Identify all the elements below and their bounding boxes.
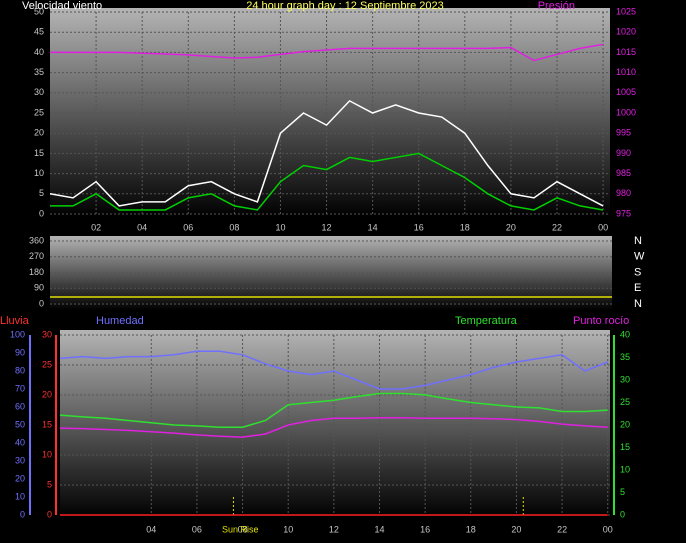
tick-label: 995 — [616, 128, 631, 138]
x-tick-label: 04 — [146, 524, 156, 534]
tick-label: 30 — [620, 374, 630, 384]
series-line — [59, 350, 608, 390]
tick-label: 1005 — [616, 87, 636, 97]
axis-title: Punto rocío — [573, 315, 629, 327]
tick-label: 25 — [42, 359, 52, 369]
x-tick-label: 08 — [238, 524, 248, 534]
x-tick-label: 18 — [466, 524, 476, 534]
tick-label: 10 — [34, 168, 44, 178]
tick-label: 35 — [620, 352, 630, 362]
tick-label: 70 — [15, 383, 25, 393]
series-line — [59, 417, 608, 438]
tick-label: 20 — [15, 473, 25, 483]
tick-label: N — [634, 235, 642, 247]
tick-label: 985 — [616, 168, 631, 178]
series-line — [50, 152, 604, 211]
tick-label: N — [634, 298, 642, 310]
tick-label: 990 — [616, 148, 631, 158]
x-tick-label: 02 — [91, 222, 101, 232]
tick-label: 360 — [29, 235, 44, 245]
x-tick-label: 12 — [329, 524, 339, 534]
tick-label: 45 — [34, 27, 44, 37]
tick-label: 10 — [42, 449, 52, 459]
tick-label: 0 — [39, 298, 44, 308]
tick-label: 1010 — [616, 67, 636, 77]
tick-label: E — [634, 282, 641, 294]
tick-label: 90 — [34, 283, 44, 293]
tick-label: 20 — [34, 128, 44, 138]
tick-label: 50 — [15, 419, 25, 429]
tick-label: W — [634, 251, 645, 263]
x-tick-label: 18 — [460, 222, 470, 232]
x-tick-label: 22 — [557, 524, 567, 534]
x-tick-label: 22 — [552, 222, 562, 232]
tick-label: 100 — [10, 329, 25, 339]
tick-label: 1015 — [616, 47, 636, 57]
annotation: Sun Rise — [222, 524, 259, 534]
tick-label: 35 — [34, 67, 44, 77]
x-tick-label: 16 — [420, 524, 430, 534]
tick-label: 60 — [15, 401, 25, 411]
tick-label: 180 — [29, 267, 44, 277]
tick-label: 80 — [15, 365, 25, 375]
tick-label: 30 — [34, 87, 44, 97]
tick-label: 270 — [29, 251, 44, 261]
tick-label: 0 — [620, 509, 625, 519]
x-tick-label: 20 — [506, 222, 516, 232]
axis-title: Humedad — [96, 315, 144, 327]
axis-title: Temperatura — [455, 315, 518, 327]
tick-label: 980 — [616, 188, 631, 198]
plot-background — [60, 330, 610, 518]
tick-label: 90 — [15, 347, 25, 357]
series-line — [59, 392, 608, 428]
x-tick-label: 10 — [275, 222, 285, 232]
tick-label: 975 — [616, 208, 631, 218]
tick-label: 20 — [620, 419, 630, 429]
tick-label: 40 — [15, 437, 25, 447]
x-tick-label: 20 — [511, 524, 521, 534]
tick-label: 10 — [15, 491, 25, 501]
tick-label: 1025 — [616, 6, 636, 16]
tick-label: 1000 — [616, 107, 636, 117]
tick-label: 0 — [39, 208, 44, 218]
series-line — [50, 43, 604, 62]
x-tick-label: 06 — [192, 524, 202, 534]
tick-label: 5 — [620, 487, 625, 497]
x-tick-label: 06 — [183, 222, 193, 232]
tick-label: 50 — [34, 6, 44, 16]
series-line — [49, 99, 604, 207]
tick-label: S — [634, 266, 641, 278]
x-tick-label: 10 — [283, 524, 293, 534]
x-tick-label: 14 — [368, 222, 378, 232]
tick-label: 40 — [34, 47, 44, 57]
tick-label: 15 — [42, 419, 52, 429]
axis-title: Velocidad viento — [22, 0, 102, 12]
x-tick-label: 04 — [137, 222, 147, 232]
tick-label: 15 — [34, 148, 44, 158]
axis-title: Presión — [538, 0, 575, 12]
x-tick-label: 12 — [322, 222, 332, 232]
x-tick-label: 14 — [374, 524, 384, 534]
x-tick-label: 16 — [414, 222, 424, 232]
tick-label: 30 — [15, 455, 25, 465]
tick-label: 25 — [620, 397, 630, 407]
tick-label: 15 — [620, 442, 630, 452]
tick-label: 0 — [47, 509, 52, 519]
tick-label: 10 — [620, 464, 630, 474]
tick-label: 5 — [47, 479, 52, 489]
x-tick-label: 00 — [598, 222, 608, 232]
tick-label: 1020 — [616, 27, 636, 37]
tick-label: 30 — [42, 329, 52, 339]
x-tick-label: 08 — [229, 222, 239, 232]
tick-label: 0 — [20, 509, 25, 519]
tick-label: 5 — [39, 188, 44, 198]
axis-title: 24 hour graph day : 12 Septiembre 2023 — [246, 0, 444, 12]
tick-label: 20 — [42, 389, 52, 399]
axis-title: Lluvia — [0, 315, 30, 327]
x-tick-label: 00 — [603, 524, 613, 534]
tick-label: 40 — [620, 329, 630, 339]
tick-label: 25 — [34, 107, 44, 117]
